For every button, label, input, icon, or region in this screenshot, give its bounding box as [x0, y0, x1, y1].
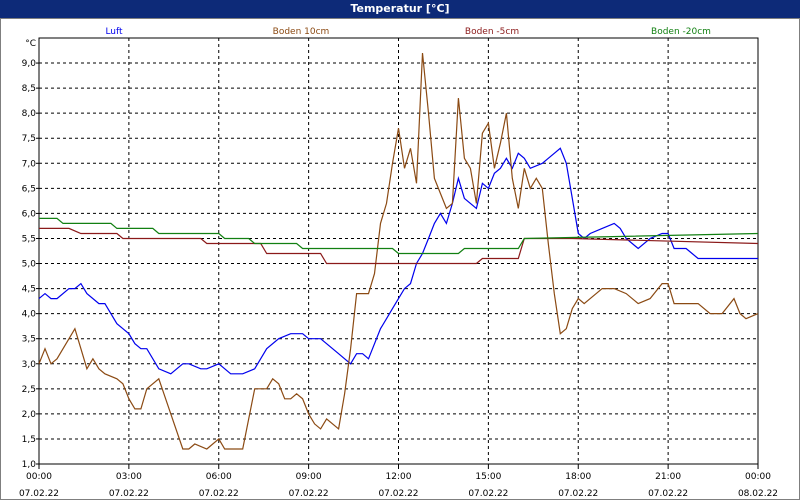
temperature-chart: 1,0 1,5 2,0 2,5 3,0 3,5 4,0 4,5 5,0 5,5 6,0 6,5 7,0 7… — [19, 27, 778, 499]
x-tick-time-label: 21:00 — [655, 472, 681, 482]
x-tick-time-label: 12:00 — [386, 472, 412, 482]
x-tick-date-label: 08.02.22 — [738, 489, 778, 499]
y-tick-label: 7,0 — [22, 159, 37, 169]
x-tick-date-label: 07.02.22 — [199, 489, 239, 499]
x-tick-time-label: 00:00 — [745, 472, 771, 482]
chart-title: Temperatur [°C] — [350, 2, 450, 15]
series-line — [38, 52, 759, 450]
y-tick-label: 6,5 — [22, 184, 36, 194]
legend-entry: Boden -5cm — [465, 27, 519, 37]
series-line — [38, 147, 758, 375]
y-tick-label: 5,0 — [22, 260, 37, 270]
x-tick-time-label: 09:00 — [296, 472, 322, 482]
x-tick-time-label: 03:00 — [116, 472, 142, 482]
y-tick-label: 7,5 — [22, 134, 36, 144]
x-tick-time-label: 06:00 — [206, 472, 232, 482]
series-line — [39, 217, 759, 255]
x-tick-date-label: 07.02.22 — [468, 489, 508, 499]
x-tick-date-label: 07.02.22 — [109, 489, 149, 499]
legend-entry: Boden -20cm — [651, 27, 711, 37]
legend-entry: Luft — [105, 27, 123, 37]
x-tick-time-label: 00:00 — [26, 472, 52, 482]
x-tick-date-label: 07.02.22 — [19, 489, 59, 499]
y-tick-label: 6,0 — [22, 209, 37, 219]
x-tick-time-label: 18:00 — [565, 472, 591, 482]
y-tick-label: 1,5 — [22, 435, 36, 445]
chart-frame: 1,0 1,5 2,0 2,5 3,0 3,5 4,0 4,5 5,0 5,5 6,0 6,5 7,0 7… — [0, 18, 800, 500]
chart-title-bar: Temperatur [°C] — [0, 0, 800, 18]
x-tick-date-label: 07.02.22 — [558, 489, 598, 499]
y-tick-label: 3,5 — [22, 335, 36, 345]
y-tick-label: 8,5 — [22, 84, 36, 94]
legend-entry: Boden 10cm — [273, 27, 330, 37]
x-tick-date-label: 07.02.22 — [289, 489, 329, 499]
x-tick-time-label: 15:00 — [475, 472, 501, 482]
y-tick-label: 5,5 — [22, 234, 36, 244]
y-tick-label: 3,0 — [22, 360, 37, 370]
y-tick-label: 1,0 — [22, 460, 37, 470]
x-tick-date-label: 07.02.22 — [378, 489, 418, 499]
x-tick-date-label: 07.02.22 — [648, 489, 688, 499]
y-tick-label: 2,0 — [22, 410, 37, 420]
y-tick-label: 4,0 — [22, 310, 37, 320]
y-tick-label: 2,5 — [22, 385, 36, 395]
y-tick-label: 4,5 — [22, 285, 36, 295]
y-tick-label: 9,0 — [22, 59, 37, 69]
series-line — [39, 227, 759, 265]
y-axis-label: °C — [25, 39, 36, 49]
y-tick-label: 8,0 — [22, 109, 37, 119]
